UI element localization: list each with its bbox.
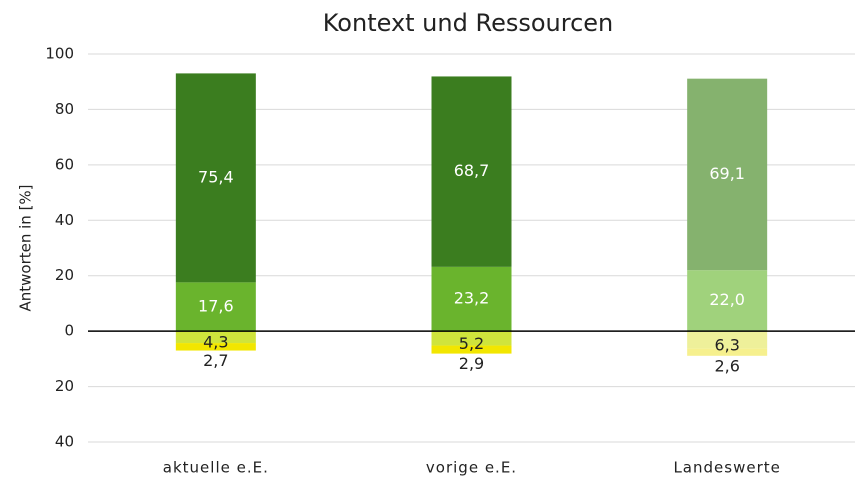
y-tick-label: 20: [55, 266, 74, 284]
bar-segment: [687, 270, 768, 332]
x-tick-label: vorige e.E.: [426, 459, 517, 477]
x-tick-label: Landeswerte: [673, 459, 780, 477]
bar-segment: [175, 73, 256, 283]
bar-segment: [175, 282, 256, 332]
data-label: 17,6: [198, 296, 234, 315]
bar-segment: [431, 76, 512, 267]
bar-segment: [431, 266, 512, 332]
data-label: 2,6: [714, 356, 739, 375]
y-tick-label: 0: [64, 322, 74, 340]
data-label: 5,2: [459, 334, 484, 353]
x-tick-label: aktuelle e.E.: [163, 459, 269, 477]
y-tick-label: 80: [55, 100, 74, 118]
data-label: 75,4: [198, 167, 234, 186]
bar-segment: [175, 343, 256, 351]
data-label: 23,2: [454, 288, 490, 307]
bar-segment: [687, 78, 768, 271]
data-label: 4,3: [203, 333, 228, 352]
y-tick-label: 100: [45, 45, 74, 63]
y-tick-label: 60: [55, 155, 74, 173]
y-tick-label: 40: [55, 433, 74, 451]
data-label: 68,7: [454, 161, 490, 180]
bar-segment: [687, 348, 768, 356]
data-label: 6,3: [714, 335, 739, 354]
data-label: 2,7: [203, 351, 228, 370]
bar-segment: [431, 345, 512, 354]
y-tick-label: 20: [55, 377, 74, 395]
chart-title: Kontext und Ressourcen: [323, 9, 614, 37]
bar-segment: [687, 331, 768, 349]
y-tick-label: 40: [55, 211, 74, 229]
bar-segment: [431, 331, 512, 346]
data-label: 2,9: [459, 354, 484, 373]
bar-segment: [175, 331, 256, 344]
y-axis-label: Antworten in [%]: [17, 184, 35, 311]
data-label: 22,0: [709, 290, 745, 309]
data-label: 69,1: [709, 164, 745, 183]
